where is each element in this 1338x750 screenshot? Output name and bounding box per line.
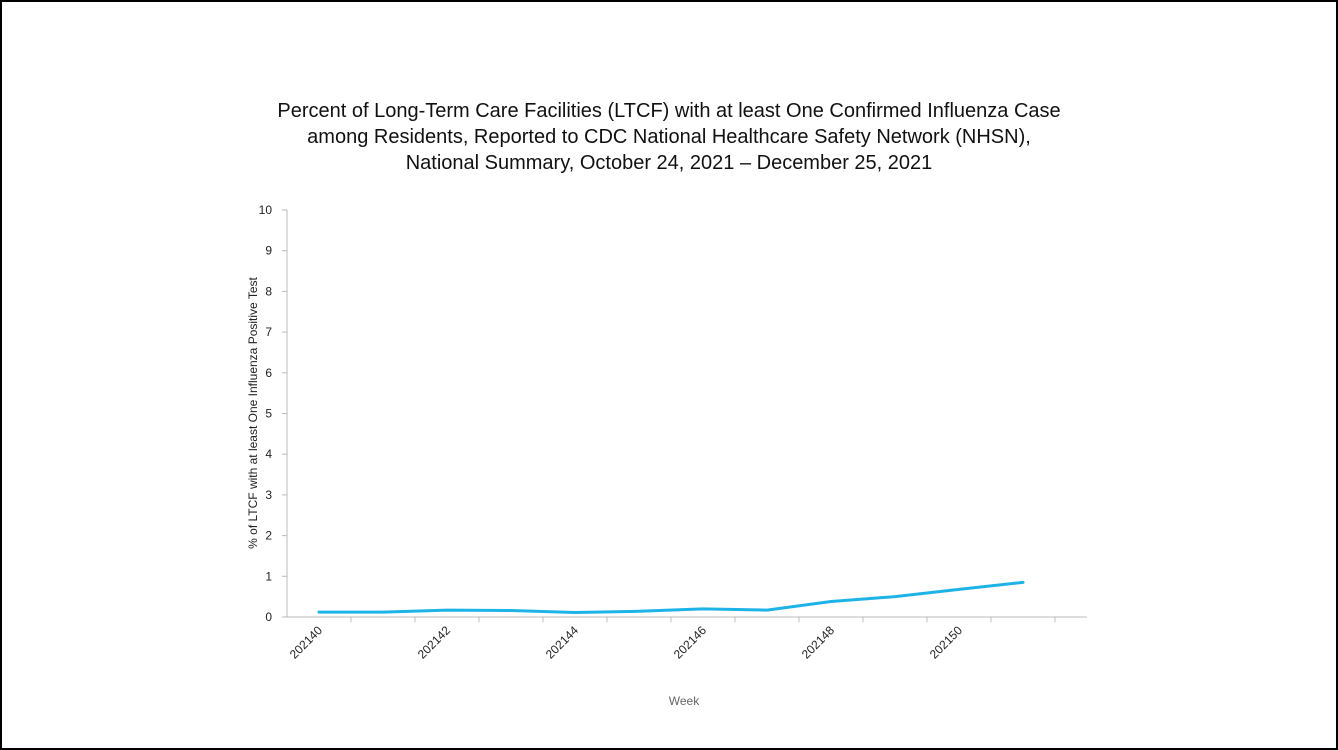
y-tick-label: 8	[265, 284, 272, 298]
series-lines	[317, 580, 1025, 615]
chart-title: Percent of Long-Term Care Facilities (LT…	[0, 98, 1338, 176]
y-tick-label: 6	[265, 366, 272, 380]
chart-title-line-2: among Residents, Reported to CDC Nationa…	[307, 126, 1031, 148]
y-tick-label: 4	[265, 447, 272, 461]
x-tick-label: 202144	[543, 623, 581, 661]
chart-title-line-3: National Summary, October 24, 2021 – Dec…	[405, 152, 933, 174]
x-tick-label: 202150	[927, 623, 965, 661]
x-tick-label: 202142	[415, 623, 453, 661]
y-tick-label: 7	[265, 325, 272, 339]
chart-title-line-1: Percent of Long-Term Care Facilities (LT…	[277, 100, 1061, 122]
series-line	[317, 580, 1025, 615]
y-ticks: 0 1 2 3 4 5 6 7 8 9 10	[259, 203, 287, 624]
y-tick-label: 9	[265, 244, 272, 258]
x-tick-label: 202148	[799, 623, 837, 661]
y-tick-label: 10	[259, 203, 273, 217]
y-tick-label: 5	[265, 407, 272, 421]
y-tick-label: 1	[265, 569, 272, 583]
y-axis-title: % of LTCF with at least One Influenza Po…	[246, 276, 260, 548]
y-tick-label: 0	[265, 610, 272, 624]
x-ticks: 202140 202142 202144 202146 202148 202150	[287, 617, 1056, 661]
x-tick-label: 202146	[671, 623, 709, 661]
y-tick-label: 2	[265, 529, 272, 543]
x-tick-label: 202140	[287, 623, 325, 661]
x-axis-title: Week	[669, 694, 700, 708]
y-tick-label: 3	[265, 488, 272, 502]
